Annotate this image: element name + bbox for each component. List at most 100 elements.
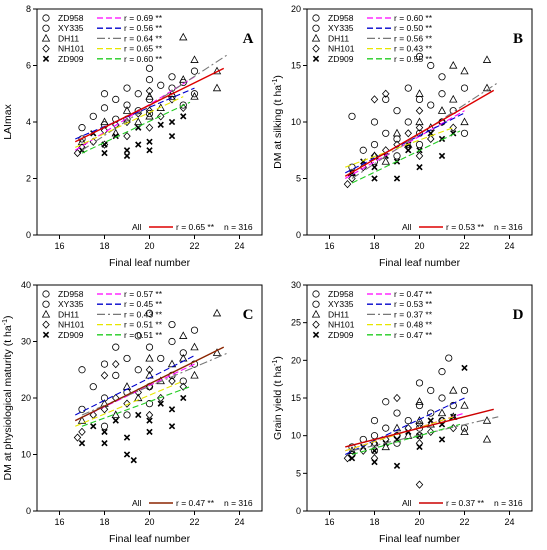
data-point-x: [146, 428, 153, 436]
data-point-triangle: [179, 75, 188, 83]
y-tick-label: 2: [26, 174, 31, 184]
data-point-circle: [190, 67, 199, 75]
data-point-diamond: [382, 146, 390, 155]
x-tick-label: 20: [144, 241, 154, 251]
y-tick-label: 30: [21, 337, 31, 347]
x-tick-label: 22: [459, 241, 469, 251]
y-tick-label: 0: [296, 506, 301, 516]
data-point-circle: [179, 101, 187, 109]
y-tick-label: 40: [21, 280, 31, 290]
data-point-circle: [393, 107, 401, 115]
legend-all-n-value: n = 316: [494, 222, 523, 232]
y-tick-label: 5: [296, 174, 301, 184]
data-point-circle: [134, 332, 142, 340]
x-axis-label: Final leaf number: [109, 533, 191, 545]
data-point-triangle: [415, 416, 424, 424]
data-point-circle: [382, 424, 390, 432]
regression-line-nh101: [75, 96, 184, 148]
data-point-triangle: [381, 442, 390, 451]
data-point-x: [461, 364, 468, 372]
data-point-diamond: [123, 399, 131, 408]
legend-r-value: r = 0.69 **: [124, 13, 163, 23]
data-point-circle: [427, 409, 435, 417]
data-point-x: [427, 417, 434, 424]
legend-series-name: ZD958: [328, 13, 354, 23]
x-tick-label: 18: [99, 517, 109, 527]
data-point-circle: [370, 118, 379, 126]
data-point-triangle: [449, 94, 458, 103]
regression-line-xy335: [345, 397, 465, 455]
data-point-circle: [168, 320, 176, 329]
legend-series-name: ZD909: [58, 54, 84, 64]
data-point-x: [157, 400, 164, 407]
data-point-x: [112, 417, 119, 424]
legend-all-r-value: r = 0.37 **: [446, 498, 485, 508]
data-point-diamond: [415, 420, 424, 429]
data-point-triangle: [460, 66, 469, 75]
y-tick-label: 25: [291, 318, 301, 328]
x-tick-label: 18: [99, 241, 109, 251]
y-axis-label: LAImax: [2, 103, 14, 139]
legend-r-value: r = 0.60 **: [124, 54, 163, 64]
legend-marker-nh101: [42, 320, 50, 329]
x-tick-label: 24: [504, 241, 514, 251]
data-point-x: [101, 428, 108, 436]
y-axis-label: Grain yield (t ha-1): [272, 356, 284, 440]
y-tick-label: 20: [291, 4, 301, 14]
y-tick-label: 5: [296, 468, 301, 478]
data-point-circle: [134, 90, 142, 98]
panel-b: 16 18 20 22 24 0 5 10 15 20 Final leaf number DM at…: [272, 4, 533, 269]
legend-series-name: ZD909: [328, 330, 354, 340]
legend-series-name: DH11: [328, 309, 349, 319]
data-point-diamond: [359, 163, 367, 172]
data-point-x: [348, 455, 356, 462]
data-point-triangle: [190, 92, 199, 100]
data-point-x: [130, 456, 137, 464]
data-point-x: [416, 432, 423, 439]
data-point-circle: [438, 90, 446, 98]
data-point-circle: [404, 118, 412, 126]
legend-r-value: r = 0.57 **: [124, 289, 163, 299]
y-tick-label: 0: [26, 506, 31, 516]
x-axis-label: Final leaf number: [379, 257, 461, 269]
legend-r-value: r = 0.56 **: [394, 33, 433, 43]
x-axis-label: Final leaf number: [379, 533, 461, 545]
x-tick-label: 20: [414, 241, 424, 251]
data-point-triangle: [482, 416, 492, 424]
data-point-diamond: [145, 106, 154, 115]
data-point-x: [135, 141, 142, 148]
data-point-circle: [190, 326, 199, 334]
data-point-circle: [145, 343, 154, 351]
y-tick-label: 8: [26, 4, 31, 14]
data-point-triangle: [212, 83, 222, 92]
legend-marker-zd909: [42, 55, 50, 62]
data-point-x: [146, 138, 153, 145]
data-point-diamond: [427, 134, 435, 144]
legend-marker-xy335: [312, 24, 320, 32]
legend-all-n-value: n = 316: [494, 498, 523, 508]
panel-c: 16 18 20 22 24 0 10 20 30 40 Final leaf number DM a…: [2, 280, 263, 545]
data-point-x: [123, 152, 131, 160]
data-point-diamond: [123, 117, 131, 127]
y-tick-label: 0: [296, 230, 301, 240]
data-point-x: [123, 434, 131, 441]
data-point-triangle: [392, 128, 402, 137]
data-point-triangle: [449, 385, 458, 394]
data-point-triangle: [122, 382, 132, 390]
legend-r-value: r = 0.47 **: [394, 289, 433, 299]
data-point-triangle: [179, 331, 188, 339]
x-tick-label: 18: [369, 241, 379, 251]
legend-marker-zd909: [312, 55, 320, 62]
data-point-circle: [460, 386, 469, 395]
data-point-circle: [370, 447, 379, 455]
data-point-x: [135, 411, 142, 419]
y-axis-label-superscript: -1: [2, 319, 9, 325]
legend-r-value: r = 0.47 **: [394, 330, 433, 340]
data-point-triangle: [415, 397, 424, 405]
legend-r-value: r = 0.50 **: [394, 23, 433, 33]
data-point-diamond: [168, 376, 176, 386]
x-tick-label: 20: [144, 517, 154, 527]
data-point-diamond: [415, 151, 424, 160]
x-tick-label: 16: [324, 517, 334, 527]
data-point-circle: [415, 52, 424, 61]
